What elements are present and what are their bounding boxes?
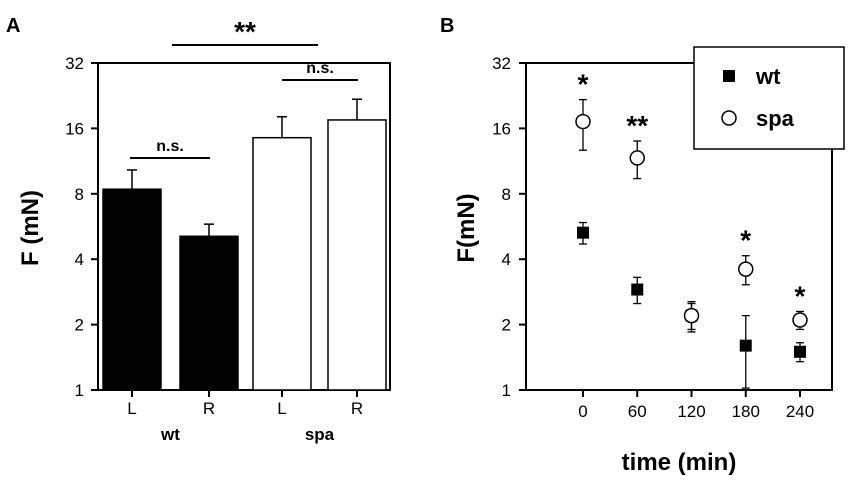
panel-a-y-axis-label: F (mN)	[17, 190, 44, 266]
group-label: spa	[305, 425, 335, 444]
panel-b-points	[575, 98, 808, 389]
panel-b-significance: *****	[578, 69, 806, 312]
bar	[327, 119, 387, 391]
panel-b-y-axis-label: F(mN)	[453, 193, 480, 262]
panel-b-legend: wt spa	[693, 46, 845, 150]
wt-point	[794, 345, 806, 358]
spa-point	[792, 312, 808, 328]
y-tick-label: 1	[75, 381, 84, 400]
y-tick-label: 16	[65, 119, 84, 138]
y-tick-label: 32	[65, 54, 84, 73]
x-tick-label: R	[203, 399, 215, 418]
legend-wt-label: wt	[755, 64, 781, 89]
wt-point	[631, 283, 644, 296]
x-tick-label: R	[351, 399, 363, 418]
panel-a-annotations: n.s. n.s. **	[130, 16, 358, 159]
panel-b-plot-frame	[525, 62, 833, 391]
panel-a-bars: L R L Rwt spa	[102, 98, 387, 444]
legend-wt-marker	[723, 70, 735, 82]
x-tick-label: 120	[677, 402, 705, 421]
y-tick-label: 4	[502, 250, 511, 269]
spa-point	[575, 113, 591, 130]
y-tick-label: 8	[502, 185, 511, 204]
panel-a-plot-frame	[97, 62, 391, 391]
x-tick-label: 0	[578, 402, 587, 421]
y-tick-label: 4	[75, 250, 84, 269]
legend-box	[693, 46, 845, 150]
y-tick-label: 1	[502, 381, 511, 400]
group-label: wt	[160, 425, 180, 444]
legend-spa-label: spa	[756, 106, 795, 131]
y-tick-label: 16	[492, 119, 511, 138]
wt-point	[739, 339, 752, 352]
y-tick-label: 2	[75, 316, 84, 335]
y-tick-label: 2	[502, 316, 511, 335]
legend-spa-marker	[721, 110, 737, 126]
x-tick-label: L	[277, 399, 286, 418]
bar	[179, 235, 239, 391]
x-tick-label: 180	[732, 402, 760, 421]
significance-label: *	[740, 225, 751, 256]
y-tick-label: 8	[75, 185, 84, 204]
panel-a-y-ticks: 1 2 4 8 16 32	[65, 54, 98, 400]
panel-b-x-axis-label: time (min)	[622, 449, 737, 476]
bar	[102, 188, 162, 391]
panel-a-label: A	[6, 15, 20, 37]
significance-label: **	[626, 110, 648, 141]
wt-point	[577, 226, 589, 239]
significance-label: *	[578, 69, 589, 100]
significance-label: **	[234, 16, 256, 47]
significance-label: n.s.	[156, 138, 184, 155]
panel-b-x-ticks: 0 60 120 180 240	[578, 390, 814, 421]
panel-b-y-ticks: 1 2 4 8 16 32	[492, 54, 526, 400]
bar	[252, 136, 312, 391]
spa-point	[738, 261, 754, 277]
x-tick-label: 60	[628, 402, 647, 421]
spa-point	[683, 307, 700, 324]
panel-b-label: B	[440, 15, 454, 37]
y-tick-label: 32	[492, 54, 511, 73]
x-tick-label: 240	[786, 402, 814, 421]
x-tick-label: L	[127, 399, 136, 418]
spa-point	[629, 150, 645, 166]
significance-label: n.s.	[306, 60, 334, 77]
significance-label: *	[795, 280, 806, 311]
